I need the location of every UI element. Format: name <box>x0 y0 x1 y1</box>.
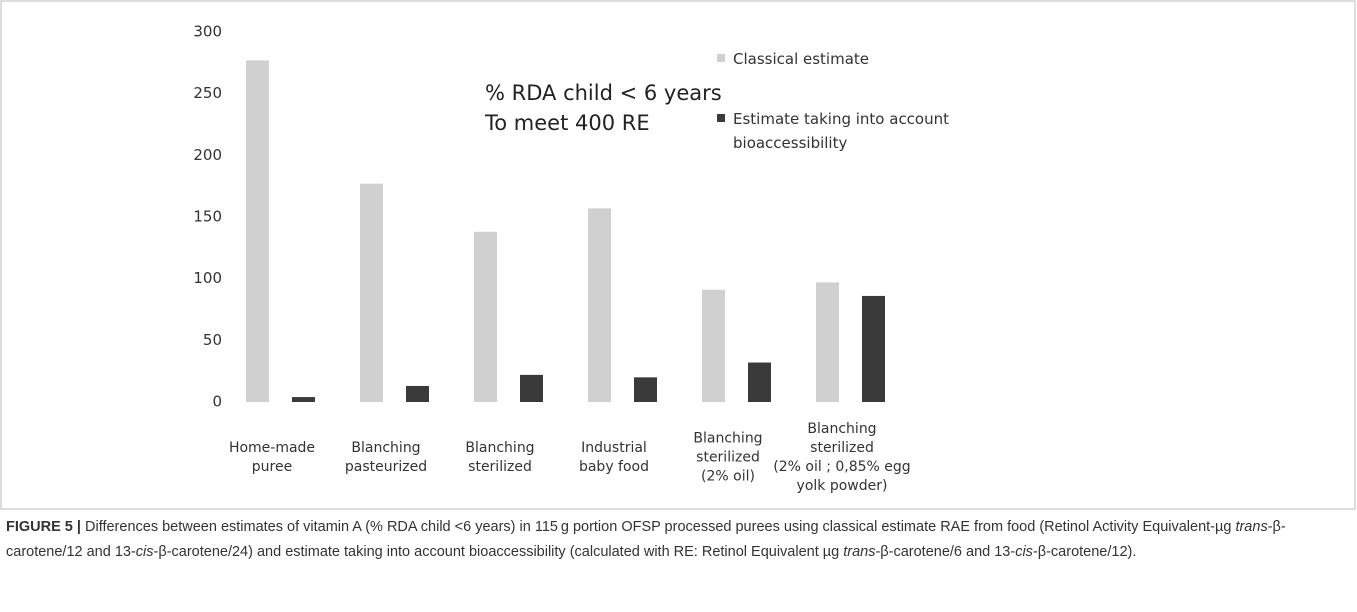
caption-text: cis <box>135 543 154 560</box>
caption-text: trans <box>843 543 876 560</box>
legend-swatch <box>717 114 725 122</box>
frame <box>0 0 1356 510</box>
caption-text: cis <box>1015 543 1033 560</box>
legend-swatch <box>717 54 725 62</box>
legend-label: Classical estimate <box>733 50 870 68</box>
bar <box>702 289 725 402</box>
legend-label: Estimate taking into account bioaccessib… <box>733 110 950 152</box>
bar <box>292 397 315 402</box>
caption-text: Differences between estimates of vitamin… <box>80 519 1236 535</box>
x-tick-label: Blanching pasteurized <box>344 440 428 475</box>
caption-text: -β-carotene/24) and estimate taking into… <box>153 543 844 560</box>
caption-text: trans <box>1235 519 1268 535</box>
x-tick-label: Blanching sterilized <box>465 440 535 475</box>
caption-text: -β-carotene/12 and 13- <box>6 519 1286 560</box>
y-tick-label: 100 <box>193 269 222 287</box>
x-tick-label: Blanching sterilized (2% oil) <box>693 430 763 485</box>
caption-label: FIGURE 5 | <box>6 519 81 535</box>
bar <box>748 362 771 402</box>
y-tick-label: 250 <box>193 84 222 102</box>
bar <box>474 231 497 402</box>
y-tick-label: 0 <box>212 393 222 411</box>
annotation: % RDA child < 6 years To meet 400 RE <box>485 81 722 135</box>
y-tick-label: 300 <box>193 23 222 41</box>
bar <box>360 183 383 402</box>
bar <box>816 282 839 402</box>
x-tick-label: Industrial baby food <box>578 440 650 475</box>
bar <box>406 385 429 402</box>
x-tick-label: Home-made puree <box>228 440 316 475</box>
chart: 0 50 100 150 200 250 300 <box>0 0 1356 510</box>
caption-text: -β-carotene/6 and 13- <box>875 543 1016 560</box>
bar <box>588 208 611 402</box>
caption: FIGURE 5 | Differences between estimates… <box>6 515 1346 564</box>
y-tick-label: 50 <box>203 331 222 349</box>
bar <box>246 60 269 402</box>
y-tick-label: 150 <box>193 208 222 226</box>
bar <box>862 295 885 402</box>
caption-text: -β-carotene/12). <box>1032 543 1137 560</box>
bar <box>634 377 657 402</box>
x-tick-label: Blanching sterilized (2% oil ; 0,85% egg… <box>773 421 911 494</box>
y-tick-label: 200 <box>193 146 222 164</box>
bar <box>520 374 543 402</box>
